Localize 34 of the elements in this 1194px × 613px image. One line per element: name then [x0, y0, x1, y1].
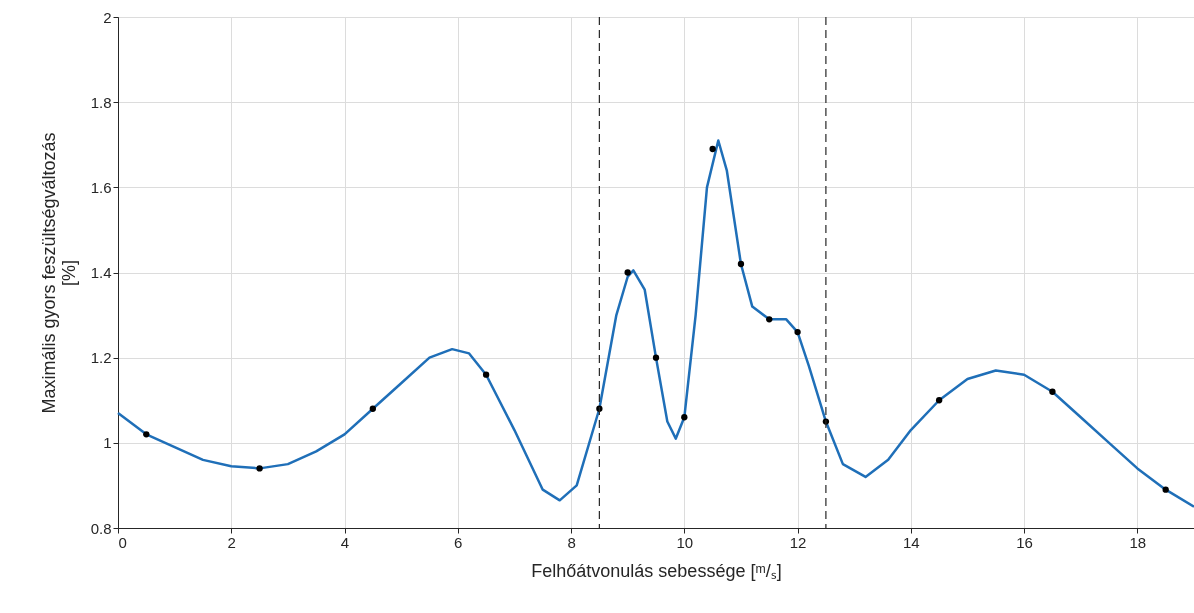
point	[369, 405, 376, 412]
y-axis-title: Maximális gyors feszültségváltozás [%]	[38, 132, 79, 414]
x-tick-label: 10	[676, 533, 694, 551]
y-tick-label: 2	[103, 8, 112, 26]
x-tick-label: 2	[227, 533, 236, 551]
point	[143, 431, 150, 438]
point	[766, 316, 773, 323]
line-series	[116, 139, 1194, 508]
y-tick-label: 1	[103, 434, 112, 452]
point	[737, 260, 745, 268]
point	[681, 414, 688, 421]
x-tick-label: 12	[789, 533, 807, 551]
point	[1162, 486, 1169, 493]
x-tick-label: 6	[454, 533, 463, 551]
point	[624, 269, 631, 276]
x-tick-label: 14	[903, 533, 920, 551]
x-tick-label: 16	[1016, 533, 1033, 551]
point	[936, 397, 943, 404]
y-tick-label: 1.2	[90, 349, 112, 367]
x-tick-label: 0	[118, 533, 127, 551]
y-tick-label: 1.6	[90, 178, 112, 196]
x-tick-label: 8	[567, 533, 576, 551]
y-tick-label: 1.4	[90, 264, 112, 281]
x-tick-label: 18	[1129, 533, 1147, 551]
point	[482, 371, 490, 378]
point	[709, 145, 716, 153]
point	[256, 465, 263, 472]
x-axis-title: Felhőátvonulás sebessége [ᵐ/ₛ]	[531, 560, 782, 581]
point	[794, 328, 801, 336]
point	[652, 354, 660, 361]
y-tick-label: 0.8	[90, 519, 112, 537]
point	[1049, 388, 1056, 395]
y-tick-label: 1.8	[90, 93, 112, 111]
x-tick-label: 4	[340, 533, 350, 551]
